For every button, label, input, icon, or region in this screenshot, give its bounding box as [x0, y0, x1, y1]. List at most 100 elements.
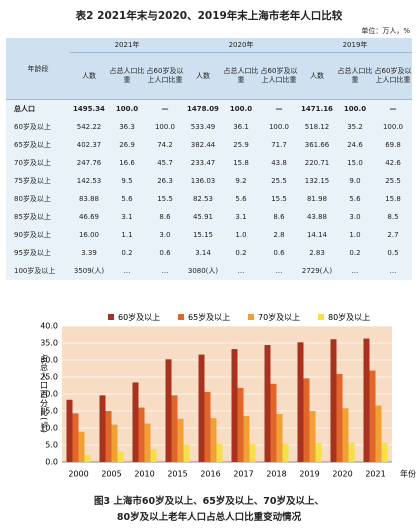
row-label: 60岁及以上: [14, 123, 51, 131]
table-row: 95岁及以上 3.39 0.2 0.6 3.14 0.2 0.6 2.83 0.2 0.5: [6, 244, 412, 262]
data-table: 年龄段 2021年 2020年 2019年 人数 占总人口比重 占60岁及以上人口比重 人数…: [6, 38, 412, 280]
caption: 图3 上海市60岁及以上、65岁及以上、70岁及以上、 80岁及以上老年人口占总…: [0, 494, 418, 526]
table-cell: 3.0: [349, 213, 361, 221]
legend-label: 65岁及以上: [188, 312, 230, 322]
bar: [105, 411, 112, 462]
table-cell: 15.5: [157, 195, 173, 203]
table-cell: 8.6: [273, 213, 285, 221]
row-label: 70岁及以上: [14, 159, 51, 167]
table-cell: 382.44: [190, 141, 216, 149]
table-cell: 8.6: [159, 213, 171, 221]
table-cell: 43.88: [306, 213, 328, 221]
bar: [369, 370, 376, 462]
bar: [144, 423, 151, 462]
table-cell: 26.9: [119, 141, 135, 149]
bar: [315, 442, 322, 462]
column-header: 占60岁及以上人口比重: [146, 52, 184, 100]
table-cell: 26.3: [157, 177, 173, 185]
bar: [138, 407, 145, 462]
bar: [132, 382, 139, 462]
table-cell: 1.0: [235, 231, 247, 239]
table-cell: 83.88: [78, 195, 100, 203]
table-cell: 402.37: [76, 141, 102, 149]
table-cell: 3080(人): [187, 267, 219, 275]
bar: [342, 408, 349, 462]
table-cell: 1495.34: [70, 99, 108, 118]
bar: [99, 395, 106, 462]
table-cell: 81.98: [306, 195, 328, 203]
table-cell: 100.0: [154, 123, 176, 131]
table-cell: 42.6: [385, 159, 401, 167]
table-cell: —: [260, 99, 298, 118]
y-tick-label: 0.0: [45, 458, 58, 467]
y-tick-label: 40.0: [40, 322, 58, 331]
year-header: 2021年: [70, 38, 184, 53]
column-header: 占60岁及以上人口比重: [260, 52, 298, 100]
table-cell: 220.71: [304, 159, 330, 167]
y-tick-label: 35.0: [40, 339, 58, 348]
table-cell: 3.1: [121, 213, 133, 221]
bar: [375, 405, 382, 462]
bar: [297, 342, 304, 462]
x-tick-label: 2000: [68, 470, 88, 479]
legend-label: 60岁及以上: [118, 312, 160, 322]
table-cell: 233.47: [190, 159, 216, 167]
table-cell: 15.15: [192, 231, 214, 239]
table-cell: 1478.09: [184, 99, 222, 118]
table-cell: 36.1: [233, 123, 249, 131]
table-cell: 71.7: [271, 141, 287, 149]
caption-line: 图3 上海市60岁及以上、65岁及以上、70岁及以上、: [93, 496, 325, 507]
age-header: 年龄段: [6, 38, 70, 100]
table-cell: 46.69: [78, 213, 100, 221]
legend-swatch: [248, 314, 254, 320]
table-cell: ...: [161, 267, 169, 275]
table-cell: 5.6: [349, 195, 361, 203]
bar: [282, 443, 289, 462]
table-cell: 45.91: [192, 213, 214, 221]
table-cell: 25.9: [233, 141, 249, 149]
bar: [303, 378, 310, 462]
bar: [231, 349, 238, 462]
table-cell: ...: [275, 267, 283, 275]
table-cell: 5.6: [121, 195, 133, 203]
legend-label: 70岁及以上: [258, 312, 300, 322]
table-cell: 8.5: [387, 213, 399, 221]
x-axis-label: 年份: [400, 469, 416, 479]
bar: [165, 359, 172, 462]
bar: [117, 451, 124, 462]
column-header: 占总人口比重: [222, 52, 260, 100]
x-tick-label: 2010: [134, 470, 154, 479]
table-cell: 82.53: [192, 195, 214, 203]
table-cell: 533.49: [190, 123, 216, 131]
row-label: 95岁及以上: [14, 249, 51, 257]
bar: [216, 443, 223, 462]
bar: [249, 443, 256, 462]
column-header: 占总人口比重: [108, 52, 146, 100]
bar: [177, 418, 184, 462]
chart: 占总人口百分比(%) 年份 0.0 5.0 10.0 15.0 20.0 25.0 30.0…: [40, 312, 417, 479]
column-header: 占总人口比重: [336, 52, 374, 100]
bar: [72, 413, 79, 462]
table-cell: 142.53: [76, 177, 102, 185]
table-cell: 2.8: [273, 231, 285, 239]
table-cell: 361.66: [304, 141, 330, 149]
table-cell: ...: [389, 267, 397, 275]
x-tick-label: 2018: [266, 470, 286, 479]
table-row: 90岁及以上 16.00 1.1 3.0 15.15 1.0 2.8 14.14 1.0 2.7: [6, 226, 412, 244]
row-label: 90岁及以上: [14, 231, 51, 239]
y-tick-label: 5.0: [45, 441, 58, 450]
row-label: 75岁及以上: [14, 177, 51, 185]
table-cell: 9.0: [349, 177, 361, 185]
table-cell: 100.0: [222, 99, 260, 118]
y-axis-label: 占总人口百分比(%): [40, 353, 49, 434]
table-cell: 45.7: [157, 159, 173, 167]
table-cell: 100.0: [336, 99, 374, 118]
table-cell: 15.5: [271, 195, 287, 203]
column-header: 占60岁及以上人口比重: [374, 52, 412, 100]
bar: [111, 424, 118, 462]
caption-line: 80岁及以上老年人口占总人口比重变动情况: [116, 512, 302, 523]
table-cell: 35.2: [347, 123, 363, 131]
table-row: 75岁及以上 142.53 9.5 26.3 136.03 9.2 25.5 132.15 9.…: [6, 172, 412, 190]
bar: [264, 345, 271, 462]
table-cell: 5.6: [235, 195, 247, 203]
